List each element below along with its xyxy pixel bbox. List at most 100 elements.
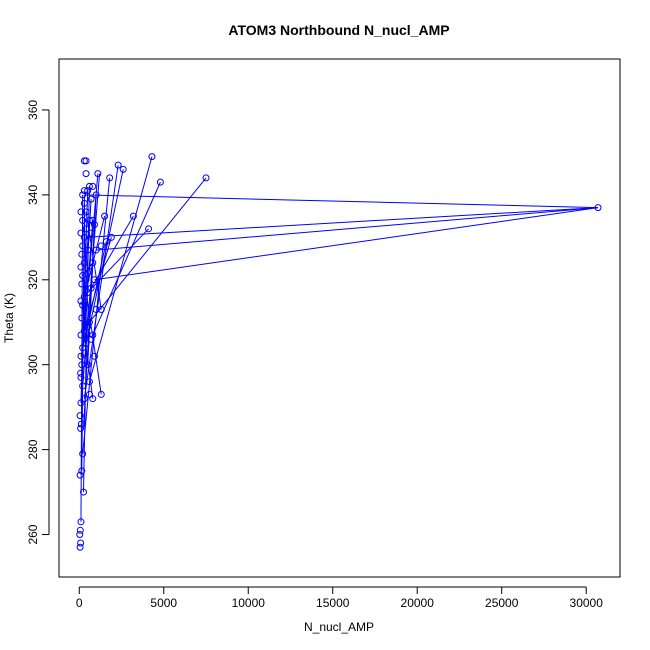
series-line-segment: [82, 177, 111, 454]
data-point: [145, 225, 153, 233]
data-point: [114, 161, 122, 169]
data-point: [89, 182, 97, 190]
data-point: [85, 267, 93, 275]
data-point: [594, 204, 602, 212]
y-axis: 260 280 300 320 340 360: [26, 100, 50, 545]
data-point: [77, 424, 85, 432]
series-line-segment: [85, 169, 124, 344]
data-point: [82, 170, 90, 178]
data-point: [129, 212, 137, 220]
data-point: [79, 216, 87, 224]
data-point: [79, 191, 87, 199]
data-point: [106, 174, 114, 182]
data-point: [84, 246, 92, 254]
data-point: [90, 276, 98, 284]
data-point: [92, 191, 100, 199]
x-tick-label: 10000: [232, 596, 266, 610]
y-tick-label: 300: [26, 354, 40, 374]
data-point: [97, 242, 105, 250]
data-point: [79, 242, 87, 250]
y-tick-label: 360: [26, 100, 40, 120]
data-point: [76, 471, 84, 479]
data-point: [89, 395, 97, 403]
y-tick-label: 320: [26, 269, 40, 289]
series-line-segment: [84, 194, 599, 209]
data-point: [89, 331, 97, 339]
series-line-segment: [81, 220, 90, 319]
x-tick-label: 15000: [316, 596, 350, 610]
data-point: [101, 212, 109, 220]
series-line-segment: [80, 241, 107, 357]
data-point: [85, 390, 93, 398]
data-point: [119, 165, 127, 173]
data-point: [92, 246, 100, 254]
series-line-segment: [83, 224, 95, 429]
data-point: [97, 306, 105, 314]
data-point: [77, 518, 85, 526]
data-point: [92, 306, 100, 314]
data-point: [77, 369, 85, 377]
data-point: [80, 327, 88, 335]
series-line-segment: [89, 177, 207, 323]
data-point: [148, 153, 156, 161]
data-point: [80, 157, 88, 165]
data-point: [84, 361, 92, 369]
data-point: [84, 289, 92, 297]
data-point: [76, 412, 84, 420]
plot-frame: [58, 58, 621, 578]
series-line-segment: [86, 207, 599, 238]
data-point: [80, 488, 88, 496]
data-point: [94, 170, 102, 178]
data-point: [78, 250, 86, 258]
series-points: [76, 153, 602, 551]
x-axis-label: N_nucl_AMP: [304, 620, 374, 634]
data-point: [77, 229, 85, 237]
x-tick-label: 20000: [401, 596, 435, 610]
data-point: [87, 195, 95, 203]
data-point: [97, 390, 105, 398]
data-point: [102, 238, 110, 246]
x-tick-label: 25000: [485, 596, 519, 610]
data-point: [156, 178, 164, 186]
data-point: [82, 225, 90, 233]
data-point: [78, 314, 86, 322]
data-point: [82, 276, 90, 284]
data-point: [77, 420, 85, 428]
data-point: [80, 199, 88, 207]
data-point: [76, 526, 84, 534]
data-point: [84, 322, 92, 330]
series-line-segment: [88, 156, 153, 382]
data-point: [87, 229, 95, 237]
series-segments: [80, 156, 599, 522]
data-point: [79, 301, 87, 309]
data-point: [76, 531, 84, 539]
data-point: [85, 216, 93, 224]
data-point: [77, 263, 85, 271]
series-line-segment: [83, 237, 112, 331]
data-point: [107, 233, 115, 241]
data-point: [79, 450, 87, 458]
data-point: [87, 335, 95, 343]
series-line-segment: [96, 207, 599, 251]
data-point: [89, 216, 97, 224]
data-point: [76, 543, 84, 551]
data-point: [78, 467, 86, 475]
series-line-segment: [81, 220, 94, 365]
data-point: [202, 174, 210, 182]
series-line-segment: [94, 207, 599, 281]
x-axis: 0 5000 10000 15000 20000 25000 30000: [76, 586, 603, 610]
data-point: [80, 233, 88, 241]
data-point: [79, 272, 87, 280]
series-line-segment: [83, 215, 106, 297]
data-point: [84, 187, 92, 195]
data-point: [85, 318, 93, 326]
data-point: [89, 259, 97, 267]
data-point: [80, 293, 88, 301]
series-line-segment: [88, 173, 99, 272]
data-point: [77, 352, 85, 360]
data-point: [78, 280, 86, 288]
x-tick-label: 0: [76, 596, 83, 610]
data-point: [80, 259, 88, 267]
data-point: [87, 284, 95, 292]
